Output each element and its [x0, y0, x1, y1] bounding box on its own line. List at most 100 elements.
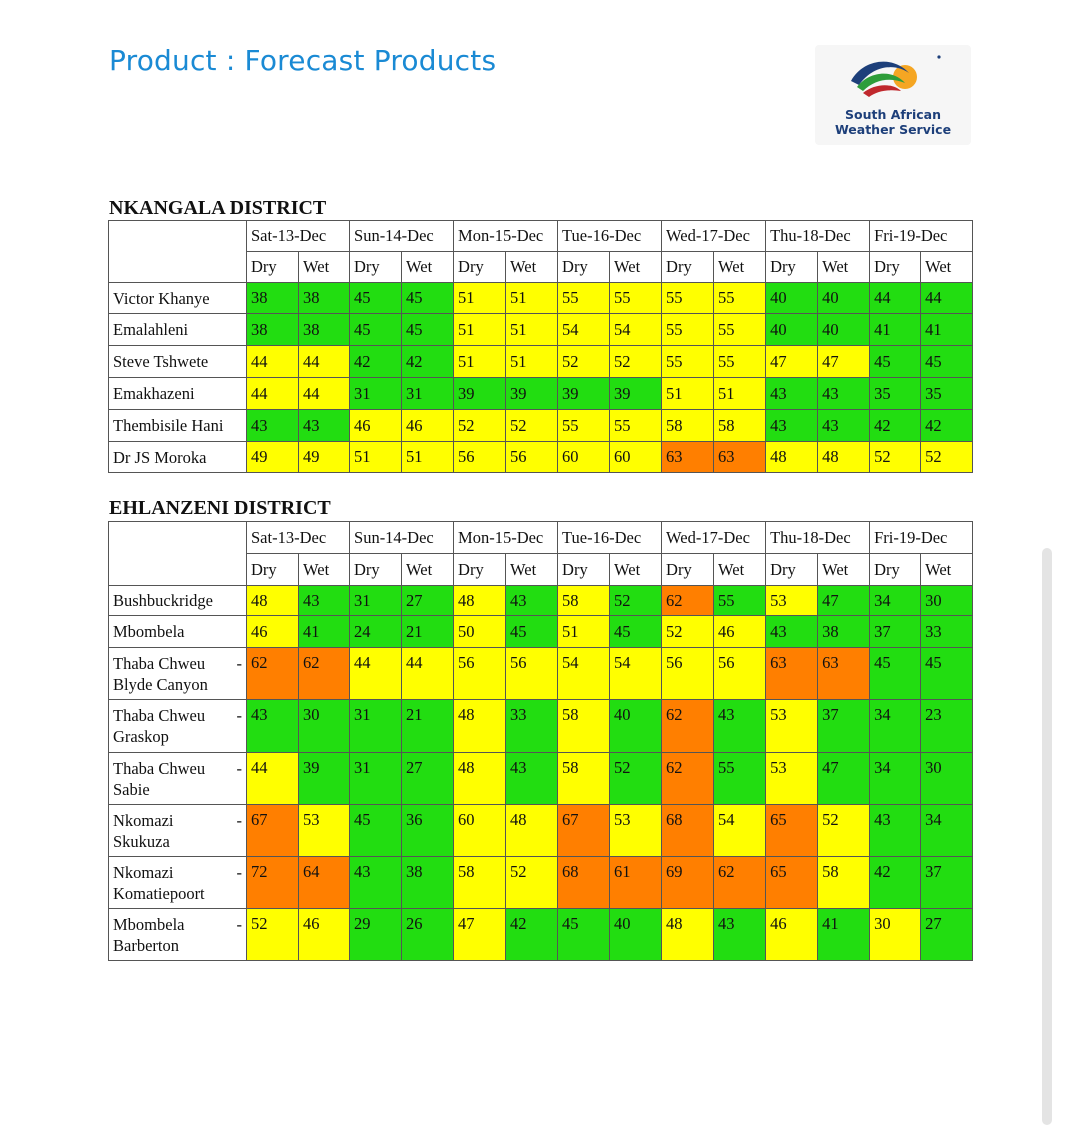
saws-logo: South African Weather Service	[815, 45, 971, 145]
dry-value-cell: 48	[453, 699, 507, 753]
day-header: Fri-19-Dec	[869, 220, 974, 252]
dry-value-cell: 40	[765, 282, 819, 314]
dry-value-cell: 38	[246, 282, 299, 314]
wet-value-cell: 23	[920, 699, 974, 753]
dry-value-cell: 65	[765, 804, 819, 857]
location-subname: Komatiepoort	[113, 884, 205, 903]
wet-value-cell: 42	[401, 345, 455, 378]
dry-value-cell: 42	[349, 345, 403, 378]
dry-value-cell: 38	[246, 313, 299, 346]
table-row: Mbombela - Barberton 52 46 29 26 47 42 45 40 48 43 46…	[108, 908, 974, 961]
dry-value-cell: 58	[557, 752, 611, 805]
dry-header: Dry	[765, 553, 819, 586]
dry-value-cell: 44	[869, 282, 922, 314]
wet-value-cell: 26	[401, 908, 455, 961]
wet-value-cell: 37	[920, 856, 974, 909]
dry-value-cell: 43	[765, 409, 819, 442]
dry-header: Dry	[661, 553, 715, 586]
wet-header: Wet	[817, 553, 871, 586]
district-title-nkangala: NKANGALA DISTRICT	[109, 197, 327, 219]
wet-value-cell: 52	[609, 345, 663, 378]
wet-value-cell: 52	[609, 752, 663, 805]
dry-value-cell: 62	[661, 699, 715, 753]
dry-header: Dry	[349, 553, 403, 586]
wet-value-cell: 55	[609, 409, 663, 442]
dry-value-cell: 51	[453, 313, 507, 346]
logo-line2: Weather Service	[834, 122, 952, 137]
table-row: Bushbuckridge 48 43 31 27 48 43 58 52 62 55 53 47 34 3…	[108, 585, 974, 616]
dry-value-cell: 43	[349, 856, 403, 909]
day-header: Sat-13-Dec	[245, 220, 351, 252]
dry-value-cell: 43	[246, 699, 299, 753]
location-cell: Mbombela - Barberton	[108, 908, 247, 961]
wet-value-cell: 62	[713, 856, 767, 909]
dry-value-cell: 58	[557, 585, 611, 616]
dry-value-cell: 34	[869, 752, 922, 805]
location-name: Thaba Chweu	[113, 654, 206, 673]
wet-header: Wet	[920, 553, 974, 586]
wet-value-cell: 54	[609, 647, 663, 700]
location-cell: Nkomazi - Skukuza	[108, 804, 247, 857]
day-header: Mon-15-Dec	[453, 521, 559, 554]
location-subname: Sabie	[113, 780, 150, 799]
dry-value-cell: 55	[661, 345, 715, 378]
wet-value-cell: 52	[920, 441, 974, 473]
wet-value-cell: 48	[505, 804, 559, 857]
dry-value-cell: 52	[453, 409, 507, 442]
dry-value-cell: 39	[453, 377, 507, 410]
dry-header: Dry	[453, 553, 507, 586]
location-dash: -	[236, 759, 243, 778]
location-dash: -	[236, 915, 243, 934]
location-cell: Victor Khanye	[108, 282, 247, 314]
dry-value-cell: 58	[661, 409, 715, 442]
dry-value-cell: 43	[765, 377, 819, 410]
location-dash: -	[236, 811, 243, 830]
day-header: Sun-14-Dec	[349, 521, 455, 554]
wet-value-cell: 40	[817, 282, 871, 314]
dry-value-cell: 31	[349, 752, 403, 805]
ehlanzeni-forecast-table: Sat-13-Dec Sun-14-Dec Mon-15-Dec Tue-16-Dec…	[108, 521, 974, 961]
dry-value-cell: 31	[349, 377, 403, 410]
wet-header: Wet	[713, 251, 767, 283]
wet-value-cell: 38	[297, 282, 351, 314]
wet-value-cell: 43	[817, 409, 871, 442]
day-header: Fri-19-Dec	[869, 521, 974, 554]
table-row: Emakhazeni 44 44 31 31 39 39 39 39 51 51 43 43 35 35	[108, 377, 974, 410]
dry-value-cell: 42	[869, 409, 922, 442]
nkangala-forecast-table: Sat-13-Dec Sun-14-Dec Mon-15-Dec Tue-16-Dec…	[108, 220, 974, 473]
dry-value-cell: 54	[557, 313, 611, 346]
dry-header: Dry	[557, 251, 611, 283]
wet-value-cell: 46	[401, 409, 455, 442]
dry-value-cell: 67	[557, 804, 611, 857]
dry-value-cell: 30	[869, 908, 922, 961]
wet-value-cell: 44	[401, 647, 455, 700]
wet-value-cell: 51	[401, 441, 455, 473]
wet-value-cell: 37	[817, 699, 871, 753]
district-title-ehlanzeni: EHLANZENI DISTRICT	[109, 497, 331, 519]
location-name: Thaba Chweu	[113, 706, 206, 725]
location-cell: Emakhazeni	[108, 377, 247, 410]
location-cell: Emalahleni	[108, 313, 247, 346]
scrollbar[interactable]	[1042, 548, 1052, 1125]
location-name: Victor Khanye	[113, 288, 210, 308]
dry-value-cell: 44	[246, 377, 299, 410]
wet-value-cell: 53	[609, 804, 663, 857]
dry-value-cell: 50	[453, 615, 507, 648]
wet-value-cell: 52	[505, 856, 559, 909]
day-header: Wed-17-Dec	[661, 521, 767, 554]
wet-value-cell: 54	[713, 804, 767, 857]
wet-value-cell: 54	[609, 313, 663, 346]
wet-value-cell: 33	[505, 699, 559, 753]
wet-header: Wet	[609, 553, 663, 586]
dry-value-cell: 31	[349, 585, 403, 616]
dry-value-cell: 48	[453, 585, 507, 616]
table-row: Nkomazi - Skukuza 67 53 45 36 60 48 67 53 68 54 65 52 4…	[108, 804, 974, 857]
wet-value-cell: 34	[920, 804, 974, 857]
location-dash: -	[236, 706, 243, 725]
wet-value-cell: 48	[817, 441, 871, 473]
dry-value-cell: 41	[869, 313, 922, 346]
dry-value-cell: 68	[661, 804, 715, 857]
dry-value-cell: 43	[246, 409, 299, 442]
wet-value-cell: 55	[713, 282, 767, 314]
dry-value-cell: 63	[661, 441, 715, 473]
